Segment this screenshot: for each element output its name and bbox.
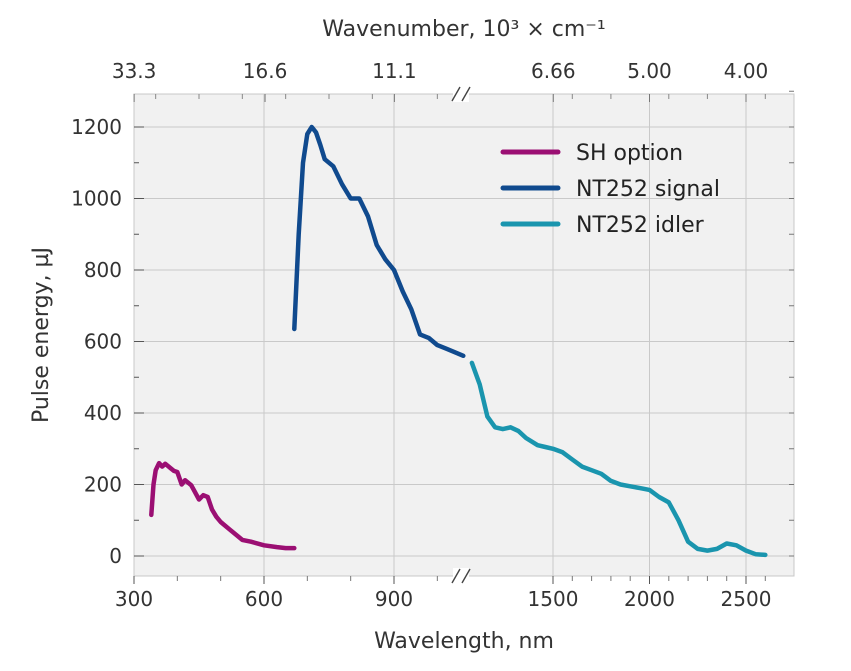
axis-break-slash xyxy=(451,568,461,584)
legend: SH option NT252 signal NT252 idler xyxy=(500,141,720,238)
x-tick-label: 2500 xyxy=(721,587,772,611)
axis-break-gap xyxy=(453,86,469,102)
top-tick-label: 16.6 xyxy=(243,59,288,83)
y-tick-label: 400 xyxy=(84,401,122,425)
legend-label-nt252-signal: NT252 signal xyxy=(576,177,720,202)
axis-break-slash xyxy=(461,568,471,584)
axis-ticks xyxy=(133,90,794,584)
y-axis-title: Pulse energy, µJ xyxy=(29,247,54,423)
x-tick-label: 300 xyxy=(115,587,153,611)
x-tick-label: 900 xyxy=(375,587,413,611)
axis-break-slash xyxy=(461,86,471,102)
grid-lines xyxy=(133,94,794,576)
top-tick-label: 11.1 xyxy=(372,59,417,83)
y-tick-label: 1200 xyxy=(71,115,122,139)
y-tick-label: 1000 xyxy=(71,187,122,211)
top-tick-label: 5.00 xyxy=(627,59,672,83)
series-line-sh-option xyxy=(149,460,297,551)
tick-labels: 0 200 400 600 800 1000 1200 300 600 900 1500 2000 25… xyxy=(71,59,771,611)
legend-label-nt252-idler: NT252 idler xyxy=(576,213,705,238)
legend-label-sh-option: SH option xyxy=(576,141,683,166)
y-tick-label: 0 xyxy=(109,544,122,568)
x-tick-label: 600 xyxy=(245,587,283,611)
y-tick-label: 200 xyxy=(84,473,122,497)
series-line-nt252-signal xyxy=(292,124,466,359)
x-tick-label: 1500 xyxy=(528,587,579,611)
top-tick-label: 4.00 xyxy=(724,59,769,83)
axis-break-marks xyxy=(451,86,471,584)
y-tick-label: 800 xyxy=(84,258,122,282)
top-tick-label: 6.66 xyxy=(531,59,576,83)
y-tick-label: 600 xyxy=(84,330,122,354)
plot-area xyxy=(133,93,795,577)
x-axis-title: Wavelength, nm xyxy=(374,629,554,654)
axis-break-slash xyxy=(451,86,461,102)
series-line-nt252-idler xyxy=(469,360,768,558)
x-tick-label: 2000 xyxy=(624,587,675,611)
axis-break-gap xyxy=(453,568,469,584)
series-layer xyxy=(149,124,768,558)
top-tick-label: 33.3 xyxy=(112,59,157,83)
top-axis-title: Wavenumber, 10³ × cm⁻¹ xyxy=(322,17,605,42)
